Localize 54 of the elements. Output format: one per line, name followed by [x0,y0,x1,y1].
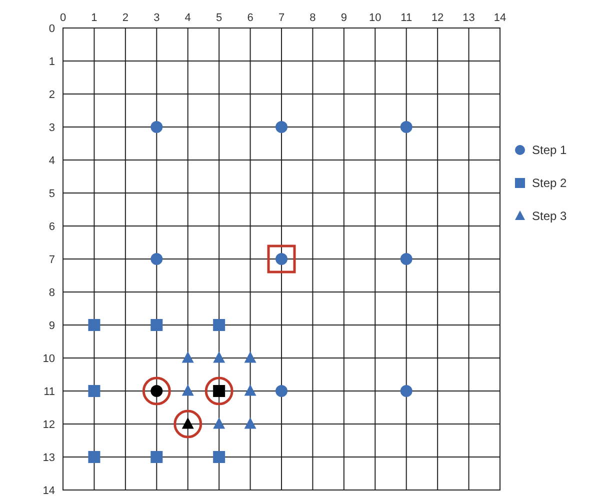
x-tick-label: 13 [462,12,475,24]
x-tick-label: 7 [278,12,285,24]
point [244,417,256,429]
x-tick-label: 9 [340,12,347,24]
point [182,384,194,396]
point [213,417,226,429]
y-tick-label: 3 [48,122,55,134]
x-tick-label: 0 [60,12,66,24]
point [150,121,163,133]
x-tick-label: 12 [431,12,444,24]
legend-label: Step 2 [532,176,568,190]
y-tick-label: 4 [48,155,55,167]
x-tick-label: 8 [310,12,316,24]
point [276,385,288,397]
point [213,351,226,363]
point [400,121,412,133]
x-tick-label: 11 [400,12,412,24]
x-tick-label: 1 [91,12,98,24]
point [213,451,226,463]
point [88,385,100,397]
y-tick-label: 14 [42,485,55,497]
point [150,319,163,331]
point [150,253,163,265]
point [400,253,412,265]
y-tick-label: 1 [48,56,55,68]
x-tick-label: 5 [216,12,222,24]
point [213,319,226,331]
x-tick-label: 14 [494,12,506,24]
point [276,121,288,133]
point [244,384,256,396]
y-tick-label: 7 [48,254,55,266]
point [150,451,163,463]
point [88,451,100,463]
x-tick-label: 4 [184,12,191,24]
x-tick-label: 3 [154,12,160,24]
x-tick-label: 6 [247,12,254,24]
y-tick-label: 9 [48,320,55,332]
x-tick-label: 2 [122,12,128,24]
legend-label: Step 1 [532,143,568,157]
legend-label: Step 3 [532,209,568,223]
y-tick-label: 5 [48,188,55,200]
point [182,351,194,363]
y-tick-label: 2 [48,89,55,101]
point [244,351,256,363]
point [88,319,100,331]
x-tick-label: 10 [369,12,382,24]
y-tick-label: 10 [42,353,55,365]
y-tick-label: 0 [48,23,55,35]
y-tick-label: 8 [48,287,55,299]
point [400,385,412,397]
y-tick-label: 12 [42,419,55,431]
y-tick-label: 6 [48,221,55,233]
y-tick-label: 13 [42,452,55,464]
y-tick-label: 11 [44,386,55,398]
